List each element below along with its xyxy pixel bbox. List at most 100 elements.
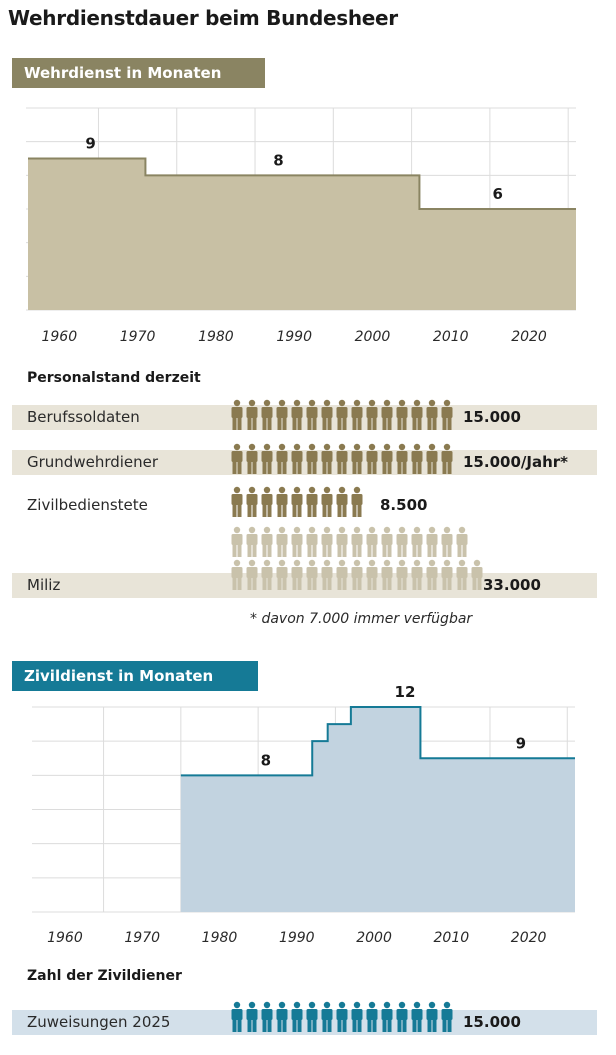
person-icon	[366, 559, 378, 590]
person-icon	[396, 1001, 408, 1032]
person-icon	[321, 399, 333, 430]
zivildiener-row-zuweisungen: Zuweisungen 2025 15.000	[12, 1010, 597, 1035]
person-icon	[471, 559, 483, 590]
person-icon	[411, 559, 423, 590]
personalstand-heading: Personalstand derzeit	[27, 370, 201, 386]
person-icon	[246, 526, 258, 557]
person-icon	[246, 399, 258, 430]
person-icon	[381, 526, 393, 557]
person-icon	[426, 399, 438, 430]
person-icon	[231, 559, 243, 590]
person-icon	[336, 443, 348, 474]
person-icon	[276, 1001, 288, 1032]
person-icon	[351, 1001, 363, 1032]
person-icon	[231, 486, 243, 517]
x-tick-label: 1980	[198, 329, 234, 345]
person-icon	[336, 526, 348, 557]
zivildiener-heading: Zahl der Zivildiener	[27, 968, 182, 984]
area-fill	[28, 158, 576, 310]
personal-row-zivilbedienstete: Zivilbedienstete 8.500	[12, 493, 597, 518]
person-icon	[291, 526, 303, 557]
person-icon	[231, 1001, 243, 1032]
data-label: 8	[273, 151, 283, 169]
step-line	[180, 706, 575, 777]
personal-row-value: 15.000	[463, 408, 521, 426]
personal-row-label: Zivilbedienstete	[27, 496, 148, 514]
person-icon	[261, 399, 273, 430]
person-icon	[261, 1001, 273, 1032]
personal-row-value: 15.000/Jahr*	[463, 453, 568, 471]
person-icon	[321, 1001, 333, 1032]
person-icon	[351, 399, 363, 430]
person-icon	[396, 526, 408, 557]
x-tick-label: 2020	[511, 930, 547, 946]
x-tick-label: 1980	[202, 930, 238, 946]
person-icon	[381, 399, 393, 430]
x-tick-label: 1970	[124, 930, 160, 946]
person-icon	[291, 399, 303, 430]
x-tick-label: 1960	[41, 329, 77, 345]
person-icon	[276, 443, 288, 474]
person-icon	[366, 526, 378, 557]
person-icon	[426, 1001, 438, 1032]
person-icon	[306, 526, 318, 557]
person-icon	[351, 486, 363, 517]
person-icon	[456, 559, 468, 590]
person-icon	[231, 526, 243, 557]
person-icon	[381, 559, 393, 590]
person-icon	[336, 1001, 348, 1032]
zivildiener-row-value: 15.000	[463, 1013, 521, 1031]
person-icon	[426, 559, 438, 590]
person-icon	[411, 1001, 423, 1032]
zivildiener-row-label: Zuweisungen 2025	[27, 1013, 171, 1031]
person-icon	[411, 443, 423, 474]
person-icon	[441, 526, 453, 557]
x-tick-label: 2010	[433, 329, 469, 345]
person-icon	[306, 399, 318, 430]
person-icon	[336, 486, 348, 517]
person-icon	[411, 399, 423, 430]
personal-row-value: 33.000	[483, 576, 541, 594]
person-icon	[306, 486, 318, 517]
x-tick-label: 1990	[276, 329, 312, 345]
data-label: 8	[261, 751, 271, 769]
person-icon	[291, 559, 303, 590]
person-icon	[261, 526, 273, 557]
person-icon	[261, 486, 273, 517]
personal-row-label: Miliz	[27, 576, 61, 594]
person-icon	[366, 399, 378, 430]
person-icon	[291, 443, 303, 474]
personal-row-label: Grundwehrdiener	[27, 453, 159, 471]
person-icon	[336, 399, 348, 430]
person-icon	[246, 1001, 258, 1032]
person-icon	[336, 559, 348, 590]
person-icon	[456, 526, 468, 557]
person-icon	[291, 1001, 303, 1032]
person-icon	[426, 443, 438, 474]
person-icon	[366, 443, 378, 474]
x-tick-label: 2000	[356, 930, 392, 946]
person-icon	[396, 443, 408, 474]
person-icon	[351, 559, 363, 590]
person-icon	[306, 559, 318, 590]
wehrdienst-section-title: Wehrdienst in Monaten	[12, 58, 265, 88]
person-icon	[261, 559, 273, 590]
footnote: * davon 7.000 immer verfügbar	[250, 611, 473, 627]
personal-row-berufssoldaten: Berufssoldaten 15.000	[12, 405, 597, 430]
person-icon	[246, 559, 258, 590]
person-icon	[366, 1001, 378, 1032]
x-tick-label: 2000	[355, 329, 391, 345]
data-label: 9	[85, 135, 95, 153]
x-tick-label: 2010	[434, 930, 470, 946]
person-icon	[246, 443, 258, 474]
person-icon	[321, 559, 333, 590]
wehrdienst-step-chart: 1960 1970 1980 1990 2000 2010 2020 9 8 6	[26, 107, 576, 345]
personal-row-miliz: Miliz 33.000	[12, 573, 597, 598]
data-label: 12	[395, 683, 416, 701]
page-title: Wehrdienstdauer beim Bundesheer	[8, 6, 398, 30]
person-icon	[276, 526, 288, 557]
person-icon	[261, 443, 273, 474]
zivildienst-step-chart: 1960 1970 1980 1990 2000 2010 2020 8 12 9	[32, 683, 576, 946]
person-icon	[306, 443, 318, 474]
